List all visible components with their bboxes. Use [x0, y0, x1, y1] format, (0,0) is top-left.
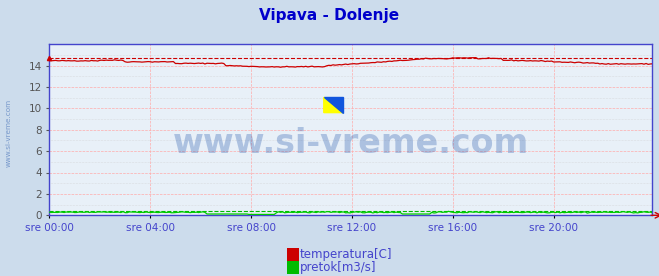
Text: www.si-vreme.com: www.si-vreme.com: [173, 127, 529, 160]
Text: Vipava - Dolenje: Vipava - Dolenje: [260, 8, 399, 23]
Polygon shape: [324, 97, 343, 113]
Text: www.si-vreme.com: www.si-vreme.com: [5, 99, 12, 166]
Text: pretok[m3/s]: pretok[m3/s]: [300, 261, 376, 274]
Text: temperatura[C]: temperatura[C]: [300, 248, 392, 261]
Polygon shape: [324, 97, 343, 113]
